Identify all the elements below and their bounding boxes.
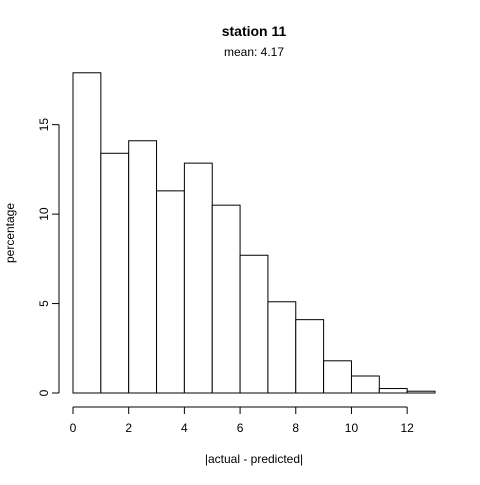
x-tick-label: 12: [400, 421, 414, 435]
x-tick-label: 2: [125, 421, 132, 435]
y-tick-label: 10: [37, 207, 51, 221]
histogram-bar: [350, 375, 380, 394]
x-tick-label: 4: [181, 421, 188, 435]
histogram-bar: [378, 388, 408, 394]
chart-subtitle: mean: 4.17: [224, 45, 284, 59]
histogram-bar: [128, 140, 158, 394]
histogram-bar: [100, 152, 130, 394]
x-tick-label: 10: [345, 421, 359, 435]
x-tick-label: 0: [70, 421, 77, 435]
histogram-bar: [323, 360, 352, 394]
histogram-bar: [211, 204, 241, 394]
bars-layer: [72, 72, 436, 394]
histogram-bar: [295, 319, 325, 394]
chart-title: station 11: [222, 23, 287, 39]
y-tick-label: 5: [37, 300, 51, 307]
histogram-bar: [239, 254, 269, 394]
histogram-bar: [406, 390, 436, 394]
histogram-bar: [183, 162, 213, 394]
y-axis: 0 5 10 15: [37, 118, 60, 396]
x-axis-label: |actual - predicted|: [205, 452, 303, 466]
y-tick-label: 15: [37, 118, 51, 132]
x-tick-label: 8: [292, 421, 299, 435]
x-tick-label: 6: [237, 421, 244, 435]
histogram-bar: [267, 301, 297, 394]
histogram-bar: [156, 190, 185, 394]
histogram-bar: [72, 72, 102, 394]
y-tick-label: 0: [37, 389, 51, 396]
x-axis: 0 2 4 6 8 10 12: [70, 406, 414, 435]
y-axis-label: percentage: [3, 203, 17, 263]
